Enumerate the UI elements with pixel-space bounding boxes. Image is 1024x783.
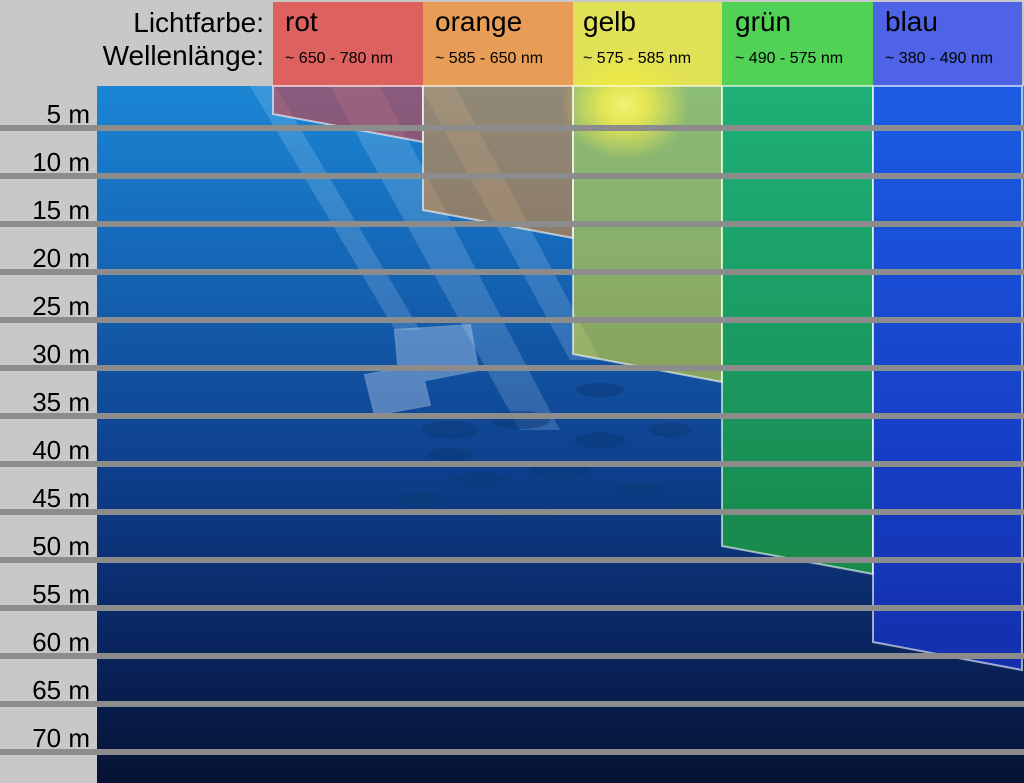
depth-line-45m [0,509,1024,515]
band-blue-name: blau [885,6,938,37]
wavelength-label: Wellenlänge: [102,40,264,71]
band-red-header [273,2,423,86]
depth-label-5m: 5 m [46,99,90,129]
depth-line-10m [0,173,1024,179]
depth-label-20m: 20 m [32,243,90,273]
depth-label-45m: 45 m [32,483,90,513]
band-green-header [722,2,873,86]
depth-line-30m [0,365,1024,371]
depth-label-10m: 10 m [32,147,90,177]
band-blue-range: ~ 380 - 490 nm [885,50,994,67]
depth-line-60m [0,653,1024,659]
depth-line-20m [0,269,1024,275]
depth-label-35m: 35 m [32,387,90,417]
band-yellow-name: gelb [583,6,636,37]
band-orange-name: orange [435,6,523,37]
depth-line-70m [0,749,1024,755]
depth-line-15m [0,221,1024,227]
depth-label-70m: 70 m [32,723,90,753]
depth-label-15m: 15 m [32,195,90,225]
depth-line-35m [0,413,1024,419]
band-blue-penetration [872,85,1023,672]
band-blue-header [873,2,1022,86]
band-yellow-range: ~ 575 - 585 nm [583,50,692,67]
depth-lines [0,125,1024,755]
light-color-label: Lichtfarbe: [133,7,264,38]
band-green-penetration [721,85,874,576]
band-orange-penetration [422,85,574,240]
band-orange-range: ~ 585 - 650 nm [435,50,544,67]
depth-line-55m [0,605,1024,611]
depth-scale-background [0,86,97,783]
band-green-range: ~ 490 - 575 nm [735,50,844,67]
depth-label-60m: 60 m [32,627,90,657]
wavelength-bands [272,2,1023,672]
depth-line-65m [0,701,1024,707]
depth-line-5m [0,125,1024,131]
depth-label-40m: 40 m [32,435,90,465]
depth-line-40m [0,461,1024,467]
depth-label-50m: 50 m [32,531,90,561]
depth-line-50m [0,557,1024,563]
band-yellow-header [573,2,722,86]
depth-label-65m: 65 m [32,675,90,705]
depth-label-55m: 55 m [32,579,90,609]
depth-line-25m [0,317,1024,323]
band-red-range: ~ 650 - 780 nm [285,50,394,67]
depth-label-30m: 30 m [32,339,90,369]
depth-label-25m: 25 m [32,291,90,321]
band-green-name: grün [735,6,792,37]
band-red-name: rot [285,6,318,37]
band-orange-header [423,2,573,86]
